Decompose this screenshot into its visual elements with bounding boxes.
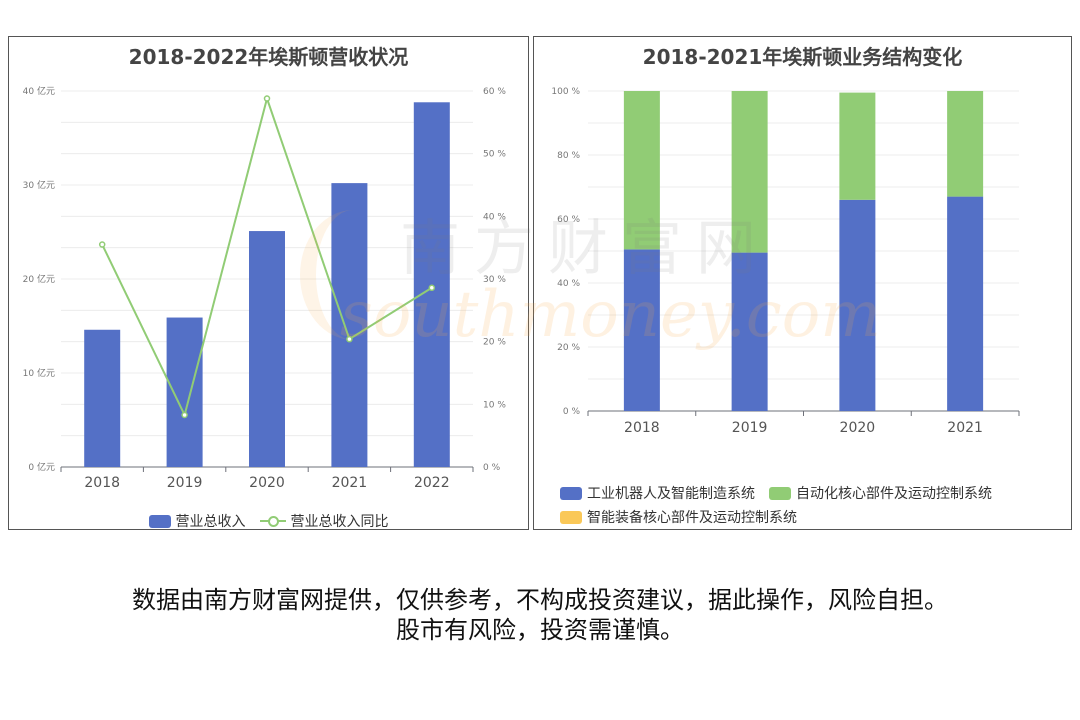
y-tick-right-label: 40 % — [483, 212, 506, 222]
x-tick-label: 2018 — [624, 420, 660, 436]
revenue-bar — [331, 183, 368, 467]
structure-chart: 0 % 20 % 40 % 60 % 80 % 100 % 2018 2019 2020 2021 — [551, 87, 1020, 436]
y-tick-left-label: 0 亿元 — [28, 461, 55, 473]
legend-item-automation-parts[interactable]: 自动化核心部件及运动控制系统 — [769, 483, 992, 503]
y-tick-right-label: 10 % — [483, 400, 506, 410]
structure-chart-legend: 工业机器人及智能制造系统 自动化核心部件及运动控制系统 智能装备核心部件及运动控… — [560, 483, 1063, 527]
y-tick-right-label: 20 % — [483, 338, 506, 348]
y-tick-label: 20 % — [557, 343, 580, 353]
disclaimer-line-1: 数据由南方财富网提供，仅供参考，不构成投资建议，据此操作，风险自担。 — [132, 586, 948, 614]
revenue-bar — [249, 231, 285, 467]
x-tick-label: 2021 — [947, 420, 983, 436]
revenue-yoy-point — [98, 241, 106, 248]
legend-item-revenue[interactable]: 营业总收入 — [148, 511, 246, 530]
revenue-yoy-point — [428, 284, 436, 292]
legend-swatch-revenue — [148, 514, 171, 528]
y-tick-left-label: 40 亿元 — [23, 85, 55, 97]
revenue-yoy-point — [181, 411, 188, 419]
disclaimer: 数据由南方财富网提供，仅供参考，不构成投资建议，据此操作，风险自担。 股市有风险… — [0, 585, 1080, 645]
revenue-chart-panel: 2018-2022年埃斯顿营收状况 0 亿元 10 亿元 20 亿元 30 亿元 40 … — [8, 36, 529, 530]
legend-swatch-automation-parts — [769, 486, 791, 500]
legend-label-revenue: 营业总收入 — [175, 514, 246, 530]
revenue-bar — [84, 329, 121, 467]
legend-label-revenue-yoy: 营业总收入同比 — [290, 514, 389, 530]
y-tick-left-label: 20 亿元 — [23, 273, 55, 285]
y-tick-right-label: 50 % — [483, 150, 506, 160]
structure-chart-title: 2018-2021年埃斯顿业务结构变化 — [642, 45, 963, 69]
robot-systems-bar — [623, 249, 660, 411]
legend-item-robot-systems[interactable]: 工业机器人及智能制造系统 — [560, 483, 755, 503]
legend-label-automation-parts: 自动化核心部件及运动控制系统 — [796, 486, 992, 502]
revenue-chart: 0 亿元 10 亿元 20 亿元 30 亿元 40 亿元 0 % 10 % 20 % 30 % 4… — [23, 85, 507, 491]
revenue-chart-legend: 营业总收入 营业总收入同比 — [9, 511, 528, 530]
revenue-yoy-point — [346, 335, 353, 343]
revenue-chart-title: 2018-2022年埃斯顿营收状况 — [128, 45, 409, 69]
automation-parts-bar — [947, 91, 984, 197]
robot-systems-bar — [731, 252, 768, 411]
x-tick-label: 2019 — [167, 475, 203, 491]
legend-item-equipment-parts[interactable]: 智能装备核心部件及运动控制系统 — [560, 507, 797, 527]
robot-systems-bar — [839, 199, 876, 411]
y-tick-right-label: 60 % — [483, 87, 506, 97]
business-structure-chart-panel: 2018-2021年埃斯顿业务结构变化 0 % 20 % 40 % 60 % 80 % 1… — [533, 36, 1072, 530]
y-tick-label: 40 % — [557, 279, 580, 289]
y-tick-right-label: 30 % — [483, 275, 506, 285]
x-tick-label: 2022 — [414, 475, 450, 491]
legend-item-revenue-yoy[interactable]: 营业总收入同比 — [259, 511, 389, 530]
y-tick-right-label: 0 % — [483, 463, 501, 473]
legend-label-equipment-parts: 智能装备核心部件及运动控制系统 — [587, 510, 797, 526]
automation-parts-bar — [839, 92, 876, 200]
revenue-yoy-point — [263, 95, 271, 102]
legend-swatch-robot-systems — [560, 486, 582, 500]
revenue-bar — [166, 317, 203, 467]
x-tick-label: 2021 — [332, 475, 368, 491]
x-tick-label: 2018 — [84, 475, 120, 491]
automation-parts-bar — [623, 91, 660, 250]
robot-systems-bar — [947, 196, 984, 411]
x-tick-label: 2019 — [732, 420, 768, 436]
legend-swatch-revenue-yoy — [259, 514, 286, 528]
y-tick-label: 80 % — [557, 151, 580, 161]
disclaimer-line-2: 股市有风险，投资需谨慎。 — [396, 616, 684, 644]
y-tick-left-label: 10 亿元 — [23, 367, 55, 379]
legend-swatch-equipment-parts — [560, 510, 582, 524]
automation-parts-bar — [731, 91, 768, 253]
legend-label-robot-systems: 工业机器人及智能制造系统 — [587, 486, 755, 502]
y-tick-label: 0 % — [563, 407, 581, 417]
y-tick-label: 100 % — [551, 87, 580, 97]
y-tick-label: 60 % — [557, 215, 580, 225]
x-tick-label: 2020 — [249, 475, 285, 491]
y-tick-left-label: 30 亿元 — [23, 179, 55, 191]
x-tick-label: 2020 — [840, 420, 876, 436]
